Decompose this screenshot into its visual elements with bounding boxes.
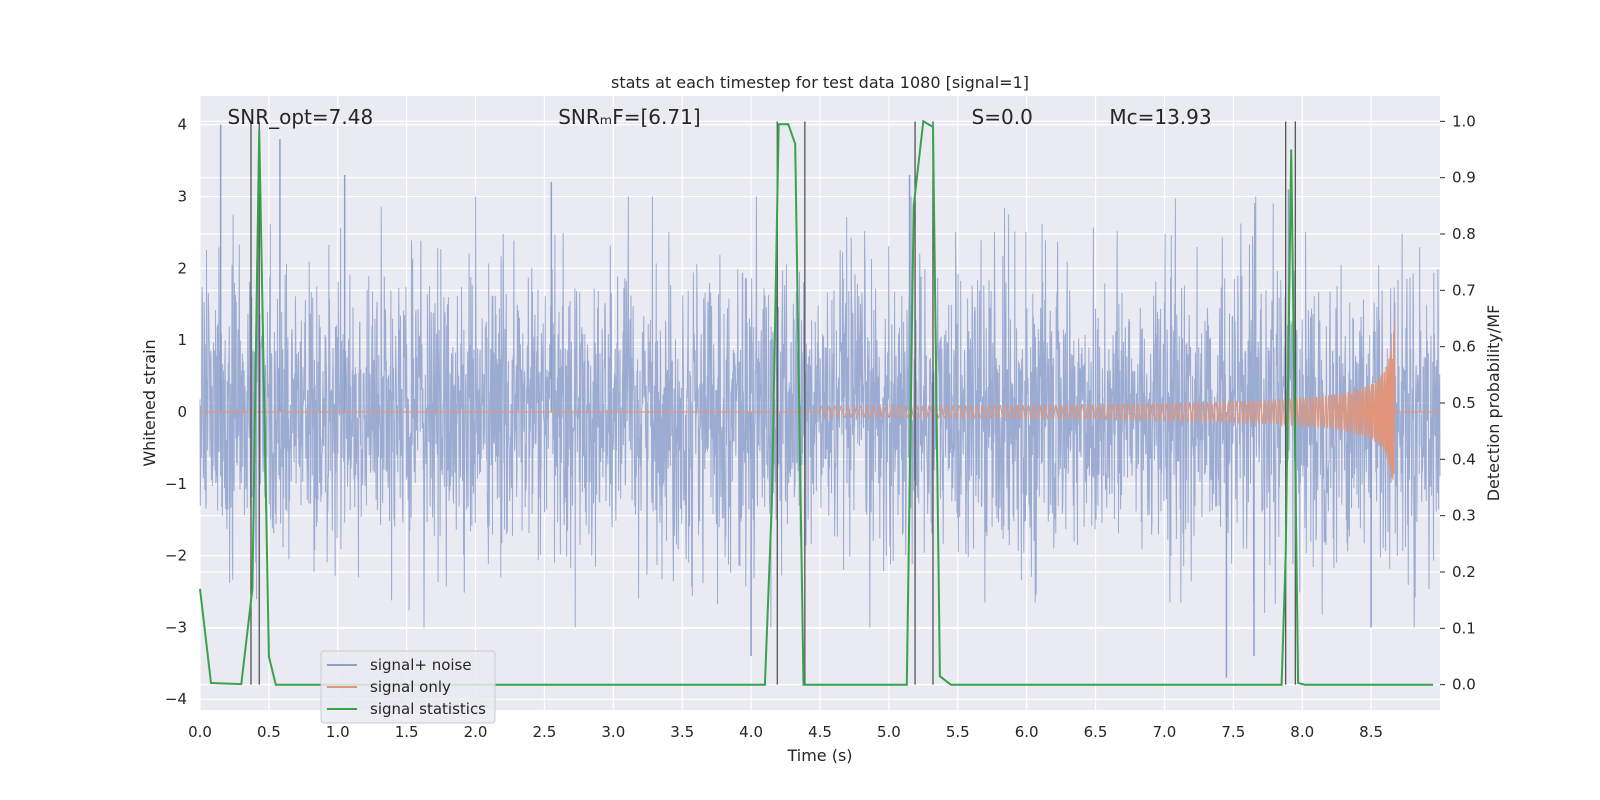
x-tick-label-17: 8.5 <box>1359 723 1383 741</box>
x-tick-label-6: 3.0 <box>601 723 625 741</box>
y2-tick-label-8: 0.2 <box>1452 563 1476 581</box>
y-tick-label-4: 0 <box>177 403 187 421</box>
legend-label-signal: signal only <box>370 678 451 696</box>
legend: signal+ noise signal only signal statist… <box>320 650 496 724</box>
y-axis-label: Whitened strain <box>140 339 159 466</box>
annotation-1: SNRₘF=[6.71] <box>558 105 700 129</box>
legend-box <box>320 650 496 724</box>
x-tick-label-8: 4.0 <box>739 723 763 741</box>
y2-tick-label-9: 0.1 <box>1452 619 1476 637</box>
y2-tick-label-1: 0.9 <box>1452 169 1476 187</box>
x-tick-labels: 0.0 0.5 1.0 1.5 2.0 2.5 3.0 3.5 4.0 4.5 5.0 5.5 6.0 6… <box>188 723 1383 741</box>
y-tick-label-7: −3 <box>165 618 187 636</box>
annotation-0: SNR_opt=7.48 <box>228 105 374 129</box>
x-tick-label-5: 2.5 <box>533 723 557 741</box>
y-tick-labels: 4 3 2 1 0 −1 −2 −3 −4 <box>165 116 187 709</box>
x-tick-label-10: 5.0 <box>877 723 901 741</box>
x-tick-label-9: 4.5 <box>808 723 832 741</box>
annotation-3: Mᴄ=13.93 <box>1109 105 1211 129</box>
y2-tick-label-7: 0.3 <box>1452 507 1476 525</box>
x-tick-label-14: 7.0 <box>1153 723 1177 741</box>
y2-tick-label-10: 0.0 <box>1452 676 1476 694</box>
x-tick-label-13: 6.5 <box>1084 723 1108 741</box>
y-tick-label-5: −1 <box>165 475 187 493</box>
x-tick-label-16: 8.0 <box>1290 723 1314 741</box>
x-tick-label-3: 1.5 <box>395 723 419 741</box>
legend-label-stats: signal statistics <box>370 700 486 718</box>
x-tick-label-7: 3.5 <box>670 723 694 741</box>
y2-tick-label-3: 0.7 <box>1452 281 1476 299</box>
y2-tick-label-4: 0.6 <box>1452 338 1476 356</box>
y-tick-label-1: 3 <box>177 188 187 206</box>
y2-tick-label-0: 1.0 <box>1452 112 1476 130</box>
x-tick-label-4: 2.0 <box>464 723 488 741</box>
x-tick-label-1: 0.5 <box>257 723 281 741</box>
y-tick-label-3: 1 <box>177 331 187 349</box>
signal-statistics-series <box>199 119 1434 686</box>
x-axis-label: Time (s) <box>786 746 852 765</box>
y2-axis-label: Detection probability/MF <box>1484 305 1503 502</box>
y-tick-label-2: 2 <box>177 259 187 277</box>
y-tick-label-0: 4 <box>177 116 187 134</box>
x-tick-label-11: 5.5 <box>946 723 970 741</box>
y2-tick-label-5: 0.5 <box>1452 394 1476 412</box>
y-tick-label-8: −4 <box>165 690 187 708</box>
y-tick-label-6: −2 <box>165 547 187 565</box>
y2-tick-label-2: 0.8 <box>1452 225 1476 243</box>
x-tick-label-2: 1.0 <box>326 723 350 741</box>
x-tick-label-12: 6.0 <box>1015 723 1039 741</box>
chart-title: stats at each timestep for test data 108… <box>611 73 1029 92</box>
y2-tick-labels: 1.0 0.9 0.8 0.7 0.6 0.5 0.4 0.3 0.2 0.1 0.0 <box>1440 112 1476 694</box>
noise-line <box>199 196 1441 628</box>
y2-tick-label-6: 0.4 <box>1452 450 1476 468</box>
annotations: SNR_opt=7.48 SNRₘF=[6.71] S=0.0 Mᴄ=13.93 <box>228 105 1212 129</box>
annotation-2: S=0.0 <box>972 105 1033 129</box>
signal-statistics-line <box>199 119 1434 686</box>
x-tick-label-0: 0.0 <box>188 723 212 741</box>
x-tick-label-15: 7.5 <box>1221 723 1245 741</box>
legend-label-noise: signal+ noise <box>370 656 472 674</box>
